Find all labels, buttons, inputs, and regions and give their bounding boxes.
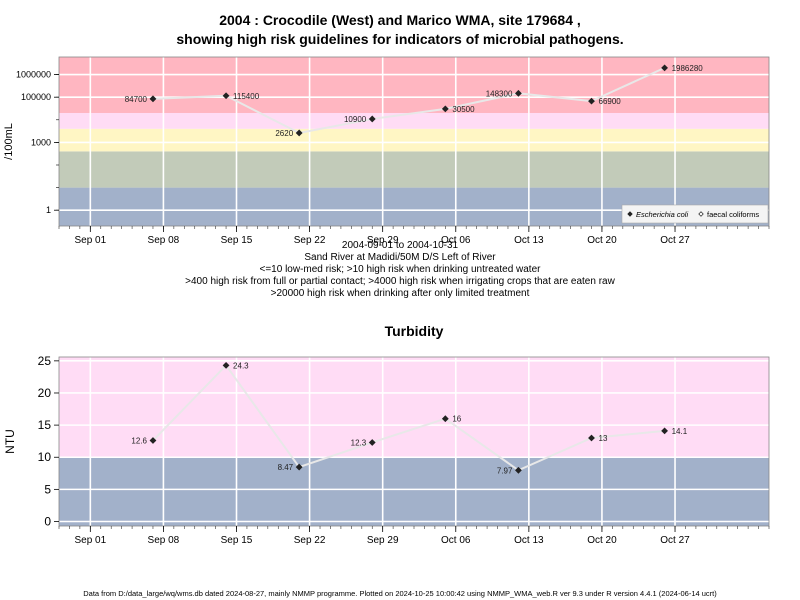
ecoli-y-tick-label: 1000000	[16, 70, 51, 80]
turbidity-data-point	[661, 427, 668, 435]
turbidity-data-point	[515, 466, 522, 474]
turbidity-x-tick-label: Oct 27	[660, 535, 690, 546]
turbidity-data-label: 12.6	[131, 437, 147, 446]
ecoli-legend-box	[621, 204, 769, 224]
ecoli-legend-label: faecal coliforms	[707, 210, 759, 219]
ecoli-x-tick-label: Oct 13	[514, 235, 544, 246]
subtitle-site: Sand River at Madidi/50M D/S Left of Riv…	[304, 252, 496, 263]
ecoli-legend-label: Escherichia coli	[636, 210, 688, 219]
turbidity-data-label: 14.1	[672, 427, 688, 436]
turbidity-y-tick-label: 20	[38, 386, 52, 400]
ecoli-risk-band	[59, 151, 769, 188]
ecoli-x-tick-label: Sep 08	[148, 235, 180, 246]
ecoli-x-tick-label: Oct 27	[660, 235, 690, 246]
ecoli-data-label: 10900	[344, 115, 367, 124]
ecoli-x-tick-label: Sep 01	[74, 235, 106, 246]
ecoli-y-axis-label: /100mL	[3, 123, 15, 160]
turbidity-risk-band	[59, 457, 769, 526]
turbidity-data-label: 7.97	[497, 466, 513, 475]
turbidity-data-point	[222, 361, 230, 369]
turbidity-x-tick-label: Sep 08	[148, 535, 180, 546]
ecoli-x-tick-label: Sep 29	[367, 235, 399, 246]
ecoli-data-point	[295, 129, 303, 137]
turbidity-x-tick-label: Sep 22	[294, 535, 326, 546]
ecoli-data-point	[368, 115, 376, 123]
ecoli-y-tick-label: 1	[46, 205, 51, 215]
turbidity-data-label: 8.47	[278, 463, 294, 472]
ecoli-data-point	[149, 95, 157, 103]
turbidity-x-tick-label: Sep 01	[74, 535, 106, 546]
turbidity-y-tick-label: 25	[38, 354, 52, 368]
turbidity-data-label: 16	[452, 415, 461, 424]
subtitle-guideline-treatment: >20000 high risk when drinking after onl…	[270, 288, 530, 299]
ecoli-data-label: 115400	[233, 92, 260, 101]
ecoli-risk-band	[59, 128, 769, 152]
ecoli-data-label: 2620	[275, 129, 293, 138]
subtitle-guideline-contact: >400 high risk from full or partial cont…	[185, 276, 615, 287]
turbidity-y-tick-label: 10	[38, 450, 52, 464]
subtitle-guideline-drinking: <=10 low-med risk; >10 high risk when dr…	[259, 264, 541, 275]
ecoli-x-tick-label: Sep 15	[221, 235, 253, 246]
turbidity-y-tick-label: 0	[44, 515, 51, 529]
footer-note: Data from D:/data_large/wq/wms.db dated …	[83, 589, 717, 598]
turbidity-y-axis-label: NTU	[3, 429, 17, 454]
turbidity-risk-band	[59, 357, 769, 458]
turbidity-data-label: 12.3	[351, 438, 367, 447]
ecoli-legend-symbol	[627, 211, 633, 217]
turbidity-x-tick-label: Oct 06	[441, 535, 471, 546]
turbidity-data-point	[149, 437, 157, 444]
ecoli-data-label: 148300	[486, 89, 513, 98]
turbidity-x-tick-label: Sep 15	[221, 535, 253, 546]
ecoli-series-line	[152, 66, 666, 134]
ecoli-data-point	[515, 89, 522, 97]
turbidity-data-label: 13	[599, 434, 608, 443]
ecoli-x-tick-label: Oct 20	[587, 235, 617, 246]
turbidity-x-tick-label: Sep 29	[367, 535, 399, 546]
turbidity-data-label: 24.3	[233, 361, 249, 370]
turbidity-x-tick-label: Oct 20	[587, 535, 617, 546]
subtitle-date-range: 2004-09-01 to 2004-10-31	[341, 240, 459, 251]
turbidity-data-point	[368, 439, 376, 446]
turbidity-data-point	[295, 463, 303, 471]
subtitle-block: 2004-09-01 to 2004-10-31 Sand River at M…	[0, 240, 800, 300]
turbidity-series-line	[152, 363, 665, 472]
ecoli-risk-band	[59, 57, 769, 113]
ecoli-x-tick-label: Oct 06	[441, 235, 471, 246]
ecoli-data-point	[222, 92, 230, 100]
ecoli-legend-symbol	[698, 211, 704, 217]
ecoli-y-tick-label: 100000	[21, 92, 51, 102]
ecoli-data-label: 84700	[125, 95, 148, 104]
chart-title-line-2: showing high risk guidelines for indicat…	[176, 31, 624, 47]
ecoli-data-label: 1986280	[672, 64, 704, 73]
ecoli-data-label: 30500	[452, 105, 475, 114]
ecoli-data-label: 66900	[599, 97, 622, 106]
turbidity-y-tick-label: 5	[44, 482, 51, 496]
ecoli-y-tick-label: 1000	[31, 137, 51, 147]
ecoli-data-point	[588, 97, 595, 105]
ecoli-data-point	[441, 105, 449, 113]
turbidity-data-point	[441, 415, 449, 423]
turbidity-x-tick-label: Oct 13	[514, 535, 544, 546]
turbidity-data-point	[588, 434, 595, 442]
turbidity-y-tick-label: 15	[38, 418, 52, 432]
turbidity-panel-title: Turbidity	[385, 323, 444, 339]
ecoli-x-tick-label: Sep 22	[294, 235, 326, 246]
ecoli-data-point	[661, 64, 668, 72]
ecoli-risk-band	[59, 112, 769, 129]
chart-title-line-1: 2004 : Crocodile (West) and Marico WMA, …	[219, 12, 581, 28]
